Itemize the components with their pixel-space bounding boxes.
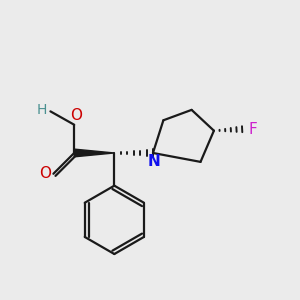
Text: O: O: [39, 166, 51, 181]
Polygon shape: [74, 149, 114, 157]
Text: H: H: [37, 103, 47, 117]
Text: N: N: [148, 154, 161, 169]
Text: F: F: [249, 122, 257, 137]
Text: O: O: [70, 108, 82, 123]
